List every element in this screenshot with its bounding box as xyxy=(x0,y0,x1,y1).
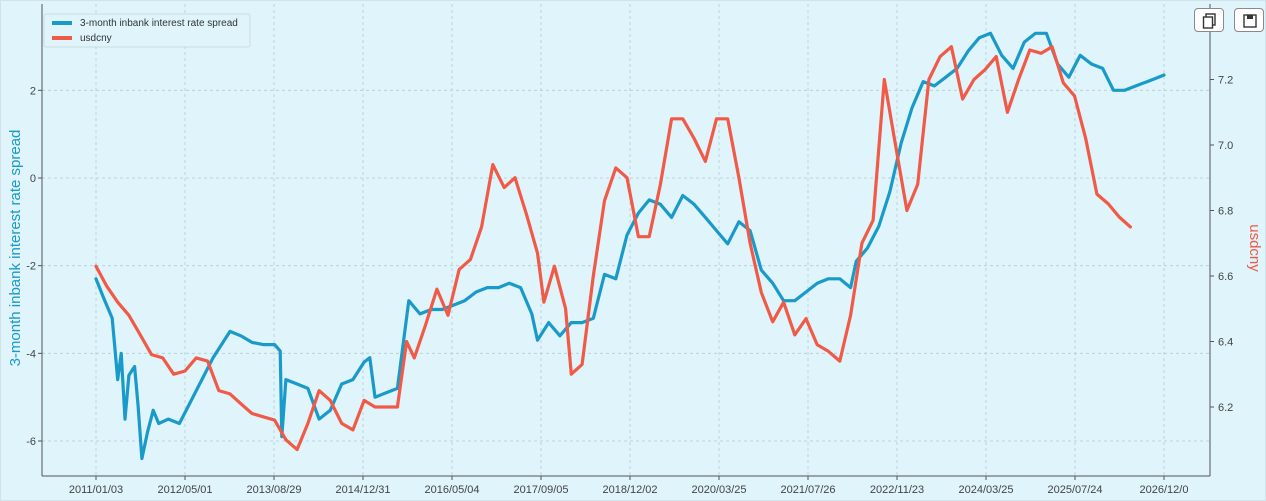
save-button[interactable] xyxy=(1234,8,1264,32)
x-tick-label: 2022/11/23 xyxy=(870,484,924,496)
x-tick-label: 2024/03/25 xyxy=(958,484,1013,496)
right-tick-label: 7.0 xyxy=(1218,140,1233,152)
x-tick-label: 2012/05/01 xyxy=(157,484,212,496)
copy-button[interactable] xyxy=(1194,8,1224,32)
right-axis: 7.2 7.0 6.8 6.6 6.4 6.2 xyxy=(1209,4,1233,476)
legend-label-spread: 3-month inbank interest rate spread xyxy=(80,18,238,29)
right-tick-label: 6.2 xyxy=(1218,402,1233,414)
x-tick-label: 2026/12/0 xyxy=(1140,484,1189,496)
right-tick-label: 6.8 xyxy=(1218,206,1233,218)
x-tick-label: 2016/05/04 xyxy=(424,484,479,496)
usdcny-series-line xyxy=(94,45,1132,452)
left-tick-label: 0 xyxy=(30,173,36,185)
series-layer xyxy=(94,31,1166,461)
save-icon xyxy=(1243,14,1257,28)
legend-box xyxy=(43,13,251,48)
left-axis-title: 3-month inbank interest rate spread xyxy=(7,130,24,367)
right-tick-label: 6.6 xyxy=(1218,271,1233,283)
x-axis: 2011/01/03 2012/05/01 2013/08/29 2014/12/31… xyxy=(42,475,1210,496)
right-axis-title: usdcny xyxy=(1246,224,1263,272)
x-tick-label: 2014/12/31 xyxy=(335,484,390,496)
spread-series-line xyxy=(94,31,1166,461)
x-tick-label: 2021/07/26 xyxy=(780,484,835,496)
copy-icon xyxy=(1202,13,1216,29)
x-tick-label: 2013/08/29 xyxy=(246,484,301,496)
right-tick-label: 7.2 xyxy=(1218,75,1233,87)
x-tick-label: 2025/07/24 xyxy=(1047,484,1102,496)
legend-label-usdcny: usdcny xyxy=(80,33,112,44)
x-tick-label: 2018/12/02 xyxy=(602,484,657,496)
left-tick-label: -6 xyxy=(26,436,36,448)
left-tick-label: -4 xyxy=(26,348,36,360)
x-tick-label: 2017/09/05 xyxy=(513,484,568,496)
left-tick-label: -2 xyxy=(26,261,36,273)
x-tick-label: 2011/01/03 xyxy=(69,484,123,496)
left-tick-label: 2 xyxy=(30,85,36,97)
x-tick-label: 2020/03/25 xyxy=(691,484,746,496)
right-tick-label: 6.4 xyxy=(1218,337,1233,349)
left-axis: 2 0 -2 -4 -6 xyxy=(26,4,43,476)
legend: 3-month inbank interest rate spread usdc… xyxy=(43,13,251,48)
